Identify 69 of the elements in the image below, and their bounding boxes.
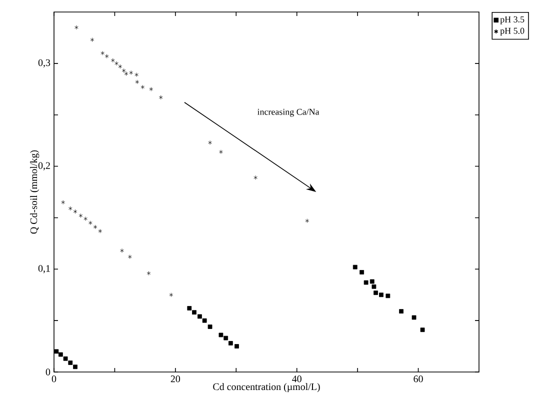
x-tick-label: 60 (414, 376, 423, 382)
point (68, 206, 72, 211)
point (386, 294, 390, 298)
point (224, 336, 228, 340)
point (84, 216, 88, 221)
point (114, 61, 118, 66)
point (93, 224, 98, 230)
point (140, 84, 145, 90)
point (374, 290, 378, 295)
y-tick-label: 0,1 (38, 265, 50, 274)
point (135, 80, 140, 84)
point (61, 200, 66, 204)
x-tick-label: 40 (292, 376, 302, 382)
point (305, 218, 310, 223)
point (122, 68, 126, 73)
x-tick-label: 20 (170, 376, 180, 382)
point (360, 270, 364, 274)
point (228, 341, 233, 346)
point (78, 213, 83, 218)
point (134, 72, 138, 77)
point (73, 364, 78, 370)
point (198, 314, 202, 319)
point (254, 175, 258, 180)
point (187, 306, 192, 310)
point (218, 332, 224, 338)
point (364, 280, 368, 285)
point (146, 271, 151, 276)
x-tick-label: 0 (52, 376, 56, 382)
point (158, 95, 163, 100)
annotation: increasing Ca/Na (257, 108, 320, 117)
point (372, 284, 376, 289)
point (192, 310, 196, 315)
point (234, 344, 239, 348)
x-axis-title: Cd concentration (µmol/L) (213, 383, 320, 392)
point (104, 54, 109, 58)
point (58, 352, 63, 357)
point (202, 318, 207, 323)
point (379, 292, 384, 298)
point (128, 254, 132, 259)
point (124, 72, 128, 76)
point (68, 360, 73, 365)
point (90, 38, 94, 42)
y-tick-label: 0,2 (38, 162, 50, 170)
point (129, 70, 134, 75)
legend-label: pH 3.5 (500, 16, 524, 24)
point (399, 309, 404, 314)
point (412, 315, 416, 320)
point (370, 279, 374, 284)
point (219, 150, 223, 154)
point (118, 64, 122, 69)
point (208, 324, 212, 329)
point (420, 328, 425, 332)
point (120, 248, 124, 253)
point (208, 140, 212, 145)
point (54, 349, 59, 354)
point (100, 50, 104, 56)
point (110, 58, 115, 63)
point (169, 292, 174, 298)
y-axis-title: Q Cd-soil (mmol/kg) (30, 150, 40, 234)
legend-label: pH 5.0 (500, 28, 524, 36)
point (149, 86, 154, 92)
point (73, 209, 78, 214)
y-tick-label: 0 (46, 368, 50, 376)
point (88, 220, 92, 226)
point (98, 228, 102, 234)
y-tick-label: 0,3 (38, 59, 50, 68)
point (352, 264, 358, 270)
point (63, 356, 68, 361)
point (74, 25, 78, 30)
